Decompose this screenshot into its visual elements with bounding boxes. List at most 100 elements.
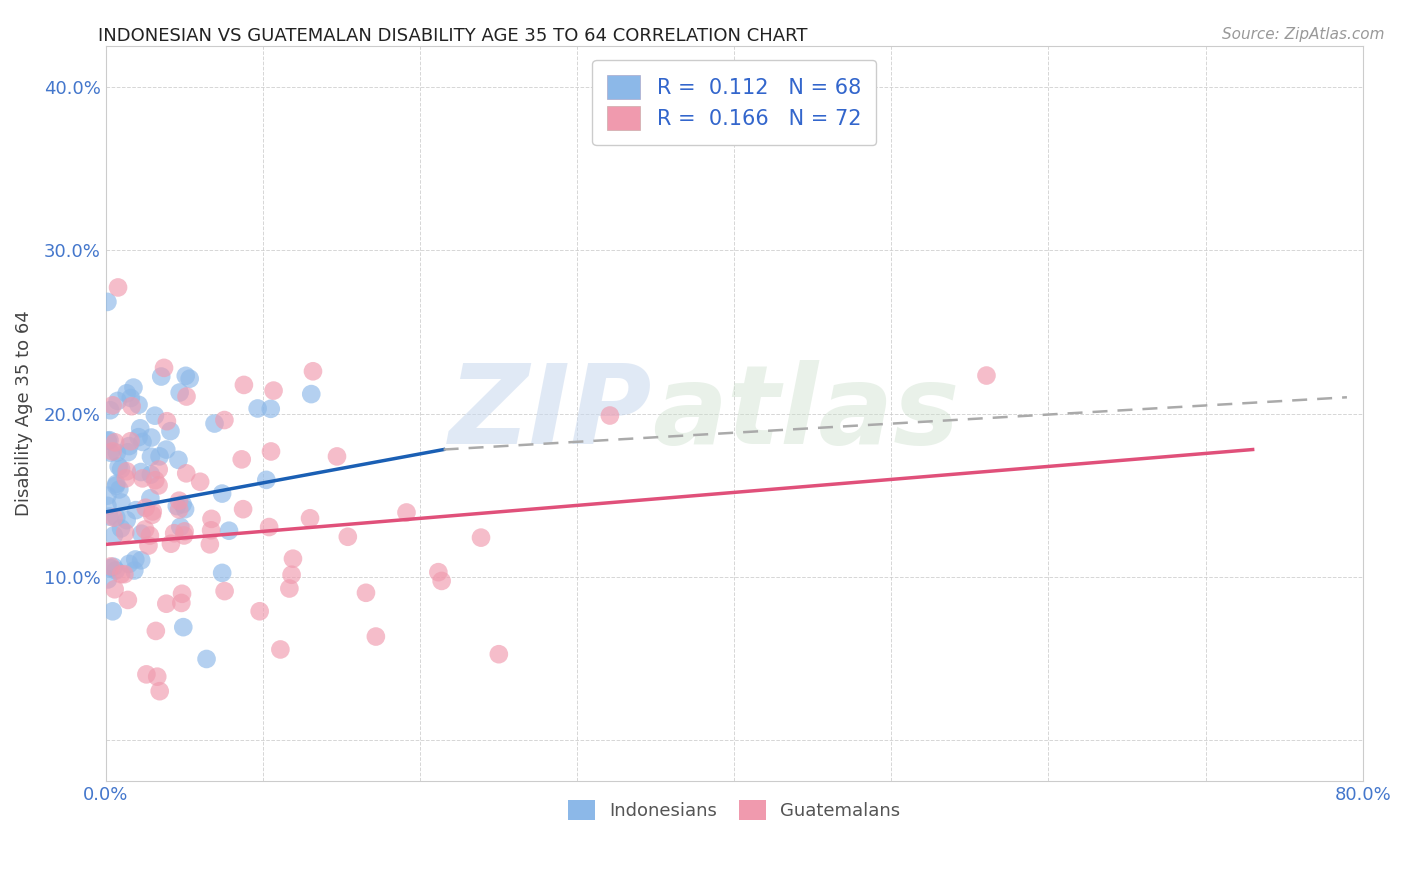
Point [129, 553, 152, 567]
Point [163, 526, 186, 541]
Point [269, 642, 291, 657]
Point [395, 506, 418, 520]
Point [260, 401, 283, 416]
Point [145, 624, 167, 638]
Point [170, 596, 193, 610]
Point [124, 564, 146, 578]
Point [218, 524, 240, 538]
Point [167, 493, 190, 508]
Point [112, 567, 135, 582]
Point [149, 684, 172, 698]
Point [146, 670, 169, 684]
Point [129, 421, 152, 435]
Point [104, 582, 127, 597]
Point [118, 557, 141, 571]
Point [98, 561, 121, 575]
Point [96, 499, 118, 513]
Point [148, 462, 170, 476]
Point [263, 384, 285, 398]
Point [149, 450, 172, 464]
Point [117, 593, 139, 607]
Point [103, 528, 125, 542]
Point [131, 434, 153, 449]
Point [110, 495, 132, 509]
Point [97, 573, 120, 587]
Point [174, 368, 197, 383]
Point [299, 387, 322, 401]
Point [278, 582, 301, 596]
Point [231, 452, 253, 467]
Point [148, 478, 170, 492]
Point [143, 409, 166, 423]
Point [280, 567, 302, 582]
Point [108, 483, 131, 497]
Point [96, 489, 118, 503]
Point [142, 504, 165, 518]
Point [110, 567, 132, 582]
Point [195, 652, 218, 666]
Point [98, 403, 121, 417]
Point [170, 587, 193, 601]
Point [120, 391, 142, 405]
Point [120, 434, 142, 449]
Point [104, 478, 127, 492]
Text: atlas: atlas [652, 360, 960, 467]
Point [188, 475, 211, 489]
Point [107, 393, 129, 408]
Point [159, 424, 181, 438]
Point [128, 430, 150, 444]
Point [156, 414, 179, 428]
Point [121, 399, 143, 413]
Point [131, 471, 153, 485]
Point [98, 434, 121, 448]
Point [139, 450, 162, 464]
Point [167, 502, 190, 516]
Point [103, 559, 125, 574]
Point [135, 667, 157, 681]
Point [169, 520, 191, 534]
Point [179, 372, 201, 386]
Text: Source: ZipAtlas.com: Source: ZipAtlas.com [1222, 27, 1385, 42]
Point [200, 512, 222, 526]
Point [326, 450, 349, 464]
Point [299, 511, 322, 525]
Y-axis label: Disability Age 35 to 64: Disability Age 35 to 64 [15, 310, 32, 516]
Point [118, 439, 141, 453]
Point [174, 502, 197, 516]
Point [257, 520, 280, 534]
Point [167, 453, 190, 467]
Point [173, 524, 195, 539]
Point [160, 537, 183, 551]
Point [150, 369, 173, 384]
Point [107, 459, 129, 474]
Text: INDONESIAN VS GUATEMALAN DISABILITY AGE 35 TO 64 CORRELATION CHART: INDONESIAN VS GUATEMALAN DISABILITY AGE … [98, 27, 808, 45]
Point [101, 604, 124, 618]
Point [98, 509, 121, 524]
Point [131, 526, 153, 541]
Point [101, 398, 124, 412]
Point [211, 486, 233, 500]
Point [155, 442, 177, 457]
Point [135, 500, 157, 515]
Point [174, 467, 197, 481]
Point [128, 398, 150, 412]
Point [114, 525, 136, 540]
Point [98, 445, 121, 459]
Point [138, 539, 160, 553]
Point [176, 390, 198, 404]
Point [100, 559, 122, 574]
Point [211, 566, 233, 580]
Point [139, 491, 162, 506]
Point [129, 465, 152, 479]
Point [172, 620, 194, 634]
Point [115, 386, 138, 401]
Point [169, 385, 191, 400]
Point [143, 473, 166, 487]
Point [364, 630, 387, 644]
Point [354, 586, 377, 600]
Point [125, 503, 148, 517]
Point [427, 565, 450, 579]
Point [430, 574, 453, 588]
Point [105, 510, 128, 524]
Point [139, 467, 162, 482]
